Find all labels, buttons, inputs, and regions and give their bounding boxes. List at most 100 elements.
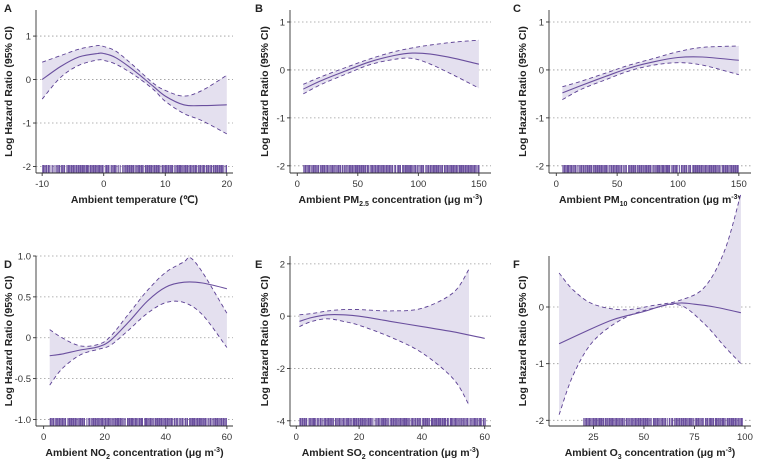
rug-mark-15	[67, 165, 70, 173]
lower-ci-line	[49, 300, 228, 386]
fitted-line	[562, 56, 739, 94]
rug-mark-58	[398, 418, 400, 426]
x-tick-label-1: 50	[639, 432, 650, 443]
y-tick-label-0: -2	[536, 416, 544, 427]
rug-mark-97	[212, 418, 213, 426]
rug-mark-16	[327, 418, 330, 426]
rug-mark-3	[587, 418, 589, 426]
rug-mark-3	[307, 165, 309, 173]
rug-mark-49	[384, 165, 386, 173]
confidence-band	[42, 45, 227, 134]
rug-mark-25	[344, 165, 346, 173]
rug-mark-81	[698, 165, 701, 173]
rug-mark-89	[197, 418, 199, 426]
rug-mark-102	[732, 165, 735, 173]
rug-mark-16	[608, 418, 609, 426]
rug-mark-27	[347, 165, 349, 173]
rug-mark-2	[565, 165, 567, 173]
rug-mark-0	[303, 165, 305, 173]
rug-mark-23	[338, 418, 341, 426]
rug-mark-70	[418, 418, 420, 426]
y-tick-label-0: -2	[277, 161, 285, 172]
rug-mark-83	[715, 418, 717, 426]
y-tick-label-1: -0.5	[15, 374, 31, 385]
x-tick-label-0: -10	[35, 179, 49, 190]
rug-mark-106	[225, 165, 227, 173]
x-label-main: Ambient NO	[45, 447, 106, 459]
rug-mark-105	[223, 165, 225, 173]
y-tick-label-2: 0	[26, 75, 31, 86]
rug-mark-58	[144, 418, 145, 426]
x-tick-label-0: 0	[295, 179, 300, 190]
rug-mark-58	[674, 418, 676, 426]
rug-mark-36	[104, 165, 106, 173]
y-tick-label-3: 0.5	[18, 292, 31, 303]
x-axis-label: Ambient temperature (℃)	[71, 194, 198, 206]
rug-mark-9	[317, 418, 319, 426]
rug-mark-33	[617, 165, 619, 173]
rug-mark-11	[579, 165, 581, 173]
rug-mark-43	[649, 418, 651, 426]
rug-mark-81	[439, 418, 442, 426]
rug-mark-54	[137, 418, 138, 426]
rug-mark-39	[369, 165, 371, 173]
rug-mark-39	[111, 418, 113, 426]
rug-mark-94	[462, 165, 465, 173]
rug-mark-74	[168, 165, 170, 173]
rug-mark-69	[676, 165, 678, 173]
rug-mark-32	[97, 165, 99, 173]
x-axis-label: Ambient SO2 concentration (μg m-3)	[302, 447, 480, 461]
y-tick-label-1: -1	[536, 359, 544, 370]
rug-mark-39	[110, 165, 112, 173]
rug-mark-47	[123, 418, 125, 426]
rug-mark-92	[203, 418, 205, 426]
rug	[299, 418, 486, 426]
rug-mark-93	[201, 165, 203, 173]
rug-mark-0	[49, 418, 52, 426]
rug-mark-42	[648, 418, 650, 426]
rug-mark-57	[654, 165, 656, 173]
rug-mark-48	[382, 418, 385, 426]
rug-mark-68	[691, 418, 692, 426]
rug-mark-87	[707, 165, 709, 173]
rug-mark-23	[82, 165, 84, 173]
rug-mark-26	[92, 418, 95, 426]
rug-mark-30	[351, 165, 354, 173]
rug-mark-82	[700, 165, 703, 173]
y-tick-label-0: -2	[23, 162, 31, 173]
rug-mark-23	[617, 418, 619, 426]
rug-mark-62	[150, 418, 152, 426]
rug-mark-42	[373, 165, 375, 173]
rug-mark-88	[191, 165, 193, 173]
rug-mark-83	[702, 165, 704, 173]
rug-mark-14	[605, 418, 607, 426]
upper-ci-line	[562, 45, 739, 88]
rug-mark-90	[712, 165, 715, 173]
rug-mark-96	[210, 418, 212, 426]
rug-mark-81	[711, 418, 713, 426]
rug-mark-94	[734, 418, 737, 426]
x-label-rest: concentration (μg m	[110, 447, 214, 459]
rug-mark-13	[323, 165, 326, 173]
rug-mark-45	[121, 418, 123, 426]
rug-mark-49	[642, 165, 643, 173]
rug-mark-20	[594, 165, 597, 173]
confidence-band	[299, 269, 469, 406]
rug-mark-28	[347, 418, 350, 426]
rug-mark-50	[643, 165, 645, 173]
x-tick-label-2: 40	[161, 432, 172, 443]
rug-mark-30	[612, 165, 614, 173]
rug-mark-73	[682, 165, 684, 173]
rug-mark-57	[137, 165, 139, 173]
rug-mark-101	[474, 165, 475, 173]
x-label-main: Ambient temperature (℃)	[71, 194, 198, 206]
rug-mark-90	[456, 418, 458, 426]
x-tick-label-0: 0	[294, 432, 299, 443]
rug-mark-0	[583, 418, 584, 426]
rug-mark-32	[352, 418, 355, 426]
rug	[49, 418, 227, 426]
rug-mark-37	[363, 418, 365, 426]
rug-mark-105	[224, 418, 226, 426]
rug-mark-6	[311, 165, 313, 173]
rug-mark-92	[730, 418, 733, 426]
